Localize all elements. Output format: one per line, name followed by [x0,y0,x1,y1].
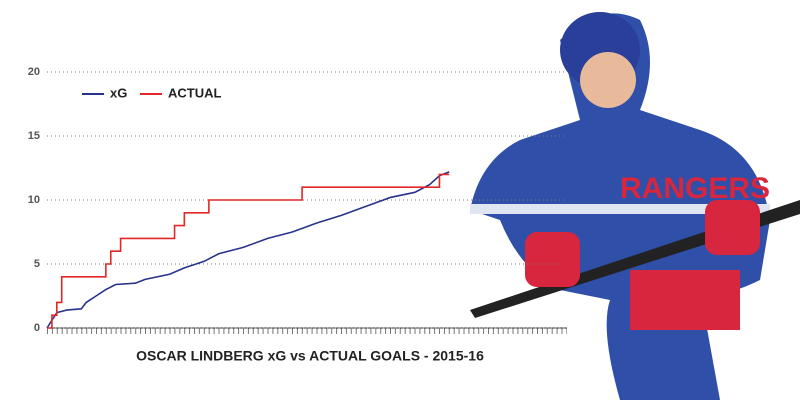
player-photo: RANGERS [470,12,800,400]
series-line [46,171,450,329]
legend-label: xG [110,85,127,100]
legend-label: ACTUAL [168,85,221,100]
y-tick-label: 0 [34,322,40,334]
y-tick-label: 15 [28,130,40,142]
y-tick-label: 5 [34,258,40,270]
y-tick-label: 20 [28,66,40,78]
chart-title: OSCAR LINDBERG xG vs ACTUAL GOALS - 2015… [136,348,484,364]
x-axis-ticks [47,328,567,334]
jersey-text: RANGERS [620,172,770,205]
y-tick-label: 10 [28,194,40,206]
series-line [47,173,450,329]
